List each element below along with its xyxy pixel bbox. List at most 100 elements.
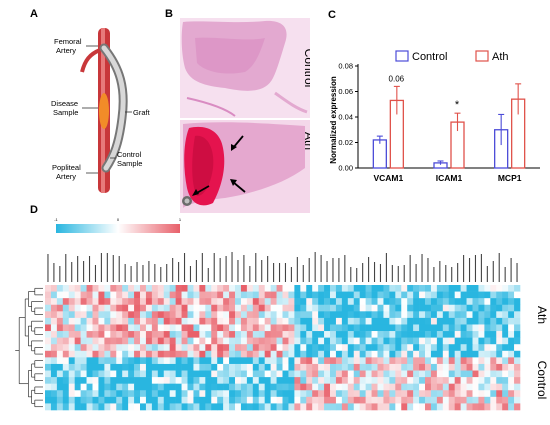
heatmap-cell xyxy=(324,357,331,365)
heatmap-cell xyxy=(240,377,248,384)
heatmap-cell xyxy=(193,383,200,391)
heatmap-cell xyxy=(436,337,444,345)
heatmap-cell xyxy=(163,350,170,358)
heatmap-cell xyxy=(145,331,153,338)
heatmap-cell xyxy=(258,390,265,398)
heatmap-cell xyxy=(407,357,414,365)
heatmap-cell xyxy=(341,396,349,404)
heatmap-cell xyxy=(514,298,521,306)
heatmap-cell xyxy=(371,357,378,365)
heatmap-cell xyxy=(508,337,515,345)
heatmap-cell xyxy=(145,377,153,384)
heatmap-cell xyxy=(359,350,366,358)
heatmap-cell xyxy=(454,311,461,319)
heatmap-cell xyxy=(413,363,420,371)
heatmap-cell xyxy=(205,357,212,365)
heatmap-cell xyxy=(80,298,87,306)
heatmap-cell xyxy=(430,396,438,404)
heatmap-cell xyxy=(264,357,271,365)
heatmap-cell xyxy=(50,403,58,411)
heatmap-cell xyxy=(454,370,461,378)
heatmap-cell xyxy=(502,311,509,319)
heatmap-cell xyxy=(335,317,343,325)
heatmap-cell xyxy=(496,396,503,404)
heatmap-cell xyxy=(377,298,384,306)
heatmap-cell xyxy=(264,291,271,299)
heatmap-cell xyxy=(205,317,212,325)
heatmap-cell xyxy=(460,291,467,299)
heatmap-cell xyxy=(122,396,129,404)
heatmap-cell xyxy=(508,324,515,332)
heatmap-cell xyxy=(389,285,396,292)
heatmap-cell xyxy=(252,357,260,365)
heatmap-cell xyxy=(199,291,206,299)
heatmap-cell xyxy=(235,363,242,371)
heatmap-cell xyxy=(223,363,230,371)
heatmap-cell xyxy=(419,390,426,398)
heatmap-cell xyxy=(270,403,277,411)
heatmap-color-scale: -1 0 1 xyxy=(54,217,182,233)
heatmap-cell xyxy=(157,337,165,345)
heatmap-cell xyxy=(181,285,188,292)
heatmap-cell xyxy=(110,324,117,332)
heatmap-cell xyxy=(442,344,450,352)
heatmap-cell xyxy=(401,337,408,345)
heatmap-cell xyxy=(181,298,188,306)
heatmap-cell xyxy=(229,390,236,398)
heatmap-cell xyxy=(484,357,491,365)
heatmap-cell xyxy=(104,324,111,332)
heatmap-cell xyxy=(181,344,188,352)
heatmap-cell xyxy=(442,298,450,306)
heatmap-cell xyxy=(128,291,135,299)
heatmap-cell xyxy=(181,377,188,384)
heatmap-cell xyxy=(235,390,242,398)
heatmap-cell xyxy=(134,377,141,384)
heatmap-cell xyxy=(258,337,265,345)
heatmap-cell xyxy=(140,383,147,391)
heatmap-cell xyxy=(389,350,396,358)
heatmap-cell xyxy=(502,377,509,384)
heatmap-cell xyxy=(258,370,265,378)
heatmap-cell xyxy=(294,324,301,332)
heatmap-cell xyxy=(306,317,313,325)
heatmap-cell xyxy=(62,311,70,319)
heatmap-cell xyxy=(359,390,366,398)
heatmap-cell xyxy=(74,317,81,325)
heatmap-cell xyxy=(140,304,147,312)
heatmap-cell xyxy=(353,396,360,404)
heatmap-cell xyxy=(419,298,426,306)
heatmap-cell xyxy=(104,370,111,378)
heatmap-cell xyxy=(341,337,349,345)
heatmap-cell xyxy=(318,337,325,345)
heatmap-cell xyxy=(270,337,277,345)
heatmap-cell xyxy=(110,403,117,411)
heatmap-cell xyxy=(383,298,390,306)
heatmap-cell xyxy=(92,344,99,352)
heatmap-cell xyxy=(448,317,455,325)
heatmap-cell xyxy=(122,357,129,365)
heatmap-cell xyxy=(442,311,450,319)
heatmap-cell xyxy=(306,298,313,306)
heatmap-cell xyxy=(56,377,64,384)
heatmap-cell xyxy=(442,363,450,371)
heatmap-cell xyxy=(151,311,159,319)
heatmap-cell xyxy=(145,390,153,398)
heatmap-cell xyxy=(371,291,378,299)
heatmap-cell xyxy=(300,396,307,404)
heatmap-cell xyxy=(288,396,295,404)
heatmap-cell xyxy=(45,285,52,292)
heatmap-cell xyxy=(484,317,491,325)
heatmap-cell xyxy=(187,311,194,319)
heatmap-cell xyxy=(104,331,111,338)
heatmap-cell xyxy=(300,370,307,378)
heatmap-cell xyxy=(240,311,248,319)
heatmap-cell xyxy=(104,317,111,325)
heatmap-cell xyxy=(246,357,254,365)
panel-d-heatmap: D -1 0 1 Ath Control xyxy=(0,200,550,420)
heatmap-cell xyxy=(104,363,111,371)
heatmap-cell xyxy=(407,363,414,371)
heatmap-cell xyxy=(335,403,343,411)
heatmap-cell xyxy=(175,377,182,384)
heatmap-cell xyxy=(324,285,331,292)
heatmap-cell xyxy=(347,383,355,391)
